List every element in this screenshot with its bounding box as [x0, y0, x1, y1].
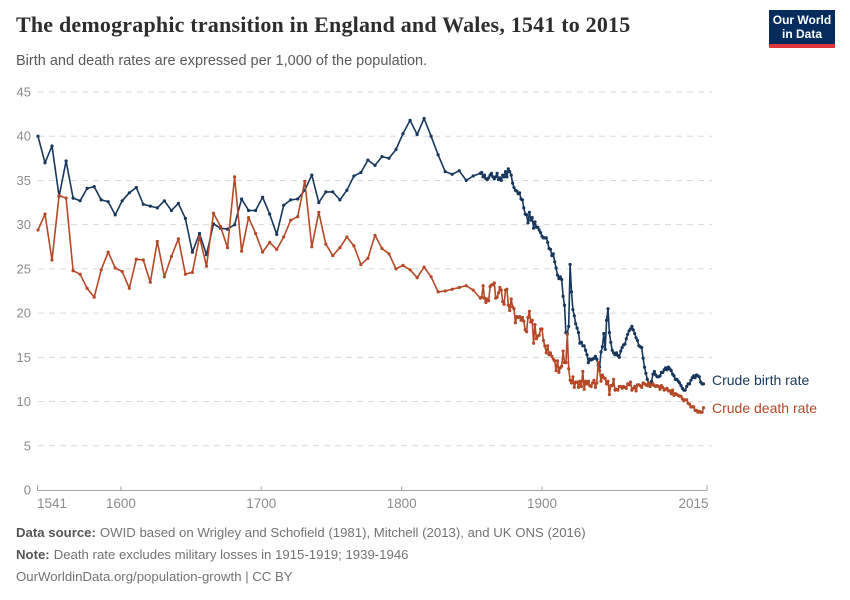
owid-logo-line1: Our World — [772, 13, 832, 27]
y-tick-label: 0 — [24, 483, 31, 498]
y-tick-label: 10 — [17, 394, 31, 409]
owid-logo-line2: in Data — [781, 27, 822, 41]
x-tick-label: 1900 — [527, 496, 557, 511]
owid-url-link[interactable]: OurWorldinData.org/population-growth | C… — [16, 569, 293, 584]
data-source-line: Data source: OWID based on Wrigley and Sc… — [16, 522, 586, 544]
death-rate-line — [36, 175, 706, 414]
y-tick-label: 40 — [17, 129, 31, 144]
y-axis-labels: 0 5 10 15 20 25 30 35 40 45 — [17, 85, 31, 498]
x-axis — [37, 485, 708, 491]
note-line: Note: Death rate excludes military losses… — [16, 544, 586, 566]
x-tick-label: 1600 — [106, 496, 136, 511]
chart-subtitle: Birth and death rates are expressed per … — [16, 53, 428, 69]
x-tick-label: 2015 — [678, 496, 708, 511]
x-tick-label: 1800 — [387, 496, 417, 511]
y-tick-label: 20 — [17, 306, 31, 321]
note-text: Death rate excludes military losses in 1… — [53, 547, 409, 562]
y-gridlines — [38, 91, 712, 447]
y-tick-label: 5 — [24, 438, 31, 453]
x-tick-label: 1700 — [246, 496, 276, 511]
chart-footer: Data source: OWID based on Wrigley and Sc… — [16, 522, 586, 588]
y-tick-label: 30 — [17, 217, 31, 232]
x-tick-label: 1541 — [37, 496, 67, 511]
y-tick-label: 45 — [17, 85, 31, 100]
owid-logo[interactable]: Our World in Data — [769, 10, 835, 48]
y-tick-label: 15 — [17, 350, 31, 365]
data-source-label: Data source: — [16, 525, 96, 540]
birth-rate-series-label: Crude birth rate — [712, 372, 810, 388]
note-label: Note: — [16, 547, 50, 562]
death-rate-series-label: Crude death rate — [712, 400, 818, 416]
birth-rate-line — [36, 116, 706, 392]
y-tick-label: 35 — [17, 173, 31, 188]
x-axis-labels: 1541 1600 1700 1800 1900 2015 — [37, 496, 709, 511]
page-title: The demographic transition in England an… — [16, 12, 631, 37]
y-tick-label: 25 — [17, 261, 31, 276]
data-source-text: OWID based on Wrigley and Schofield (198… — [99, 525, 586, 540]
